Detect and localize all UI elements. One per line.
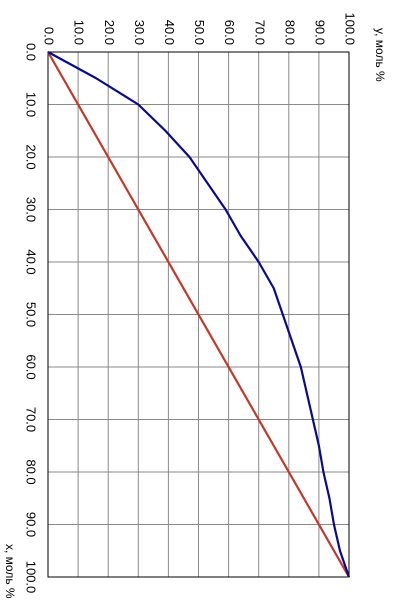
x-tick-label: 50.0	[24, 302, 39, 327]
y-tick-label: 40.0	[162, 20, 177, 45]
y-tick-label: 10.0	[72, 20, 87, 45]
x-tick-label: 10.0	[24, 92, 39, 117]
diagonal-line	[47, 51, 350, 578]
plot-frame	[47, 51, 350, 578]
y-tick-label: 0.0	[42, 27, 57, 45]
x-tick-label: 80.0	[24, 459, 39, 484]
y-tick-label: 80.0	[282, 20, 297, 45]
y-tick-label: 50.0	[192, 20, 207, 45]
x-tick-label: 60.0	[24, 354, 39, 379]
x-tick-label: 0.0	[24, 43, 39, 61]
x-tick-label: 90.0	[24, 512, 39, 537]
x-axis-label: x, моль %	[3, 544, 17, 599]
y-axis-label: y, моль %	[373, 28, 387, 82]
y-tick-label: 90.0	[312, 20, 327, 45]
x-tick-label: 30.0	[24, 197, 39, 222]
x-tick-label: 70.0	[24, 407, 39, 432]
y-tick-label: 70.0	[252, 20, 267, 45]
y-tick-label: 20.0	[102, 20, 117, 45]
x-tick-labels: 0.0 10.0 20.0 30.0 40.0 50.0 60.0 70.0 80.0 90.0 1…	[24, 43, 39, 593]
series-layer	[47, 51, 351, 578]
x-tick-label: 20.0	[24, 144, 39, 169]
y-tick-labels: 0.0 10.0 20.0 30.0 40.0 50.0 60.0 70.0 80.0 90.0 1…	[42, 12, 358, 45]
y-tick-label: 60.0	[222, 20, 237, 45]
y-tick-label: 100.0	[343, 12, 358, 45]
x-tick-label: 40.0	[24, 249, 39, 274]
y-tick-label: 30.0	[132, 20, 147, 45]
x-tick-label: 100.0	[24, 561, 39, 594]
equilibrium-curve	[47, 51, 351, 578]
